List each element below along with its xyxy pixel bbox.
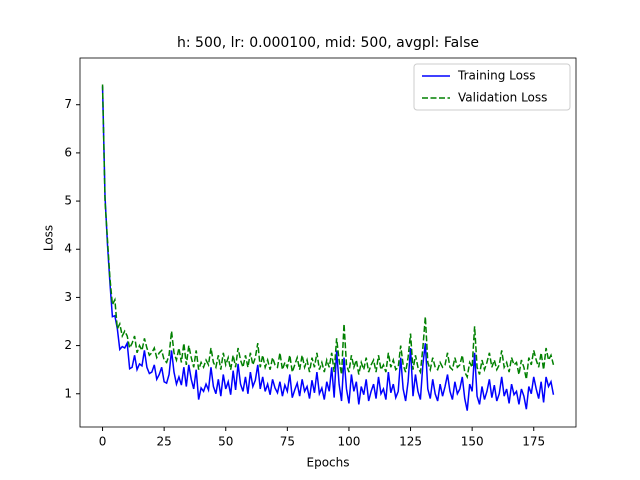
chart-title: h: 500, lr: 0.000100, mid: 500, avgpl: F… [177,35,479,51]
y-tick-label: 4 [64,242,72,256]
y-tick-label: 7 [64,97,72,111]
y-tick-label: 3 [64,290,72,304]
x-tick-label: 25 [157,435,172,449]
plot-frame [79,57,577,428]
x-tick-label: 100 [337,435,360,449]
series-line [101,86,555,411]
x-tick-label: 175 [522,435,545,449]
y-tick-label: 1 [64,386,72,400]
legend-label: Training Loss [457,69,535,83]
x-tick-label: 75 [280,435,295,449]
y-axis-label: Loss [42,225,56,251]
x-axis-label: Epochs [307,456,350,470]
x-tick-label: 0 [99,435,107,449]
y-tick-label: 6 [64,145,72,159]
legend-box [413,63,571,111]
legend-label: Validation Loss [458,91,547,105]
x-tick-label: 125 [399,435,422,449]
y-tick-label: 2 [64,338,72,352]
x-tick-label: 150 [461,435,484,449]
y-tick-label: 5 [64,194,72,208]
x-tick-label: 50 [218,435,233,449]
series-line [101,84,555,380]
